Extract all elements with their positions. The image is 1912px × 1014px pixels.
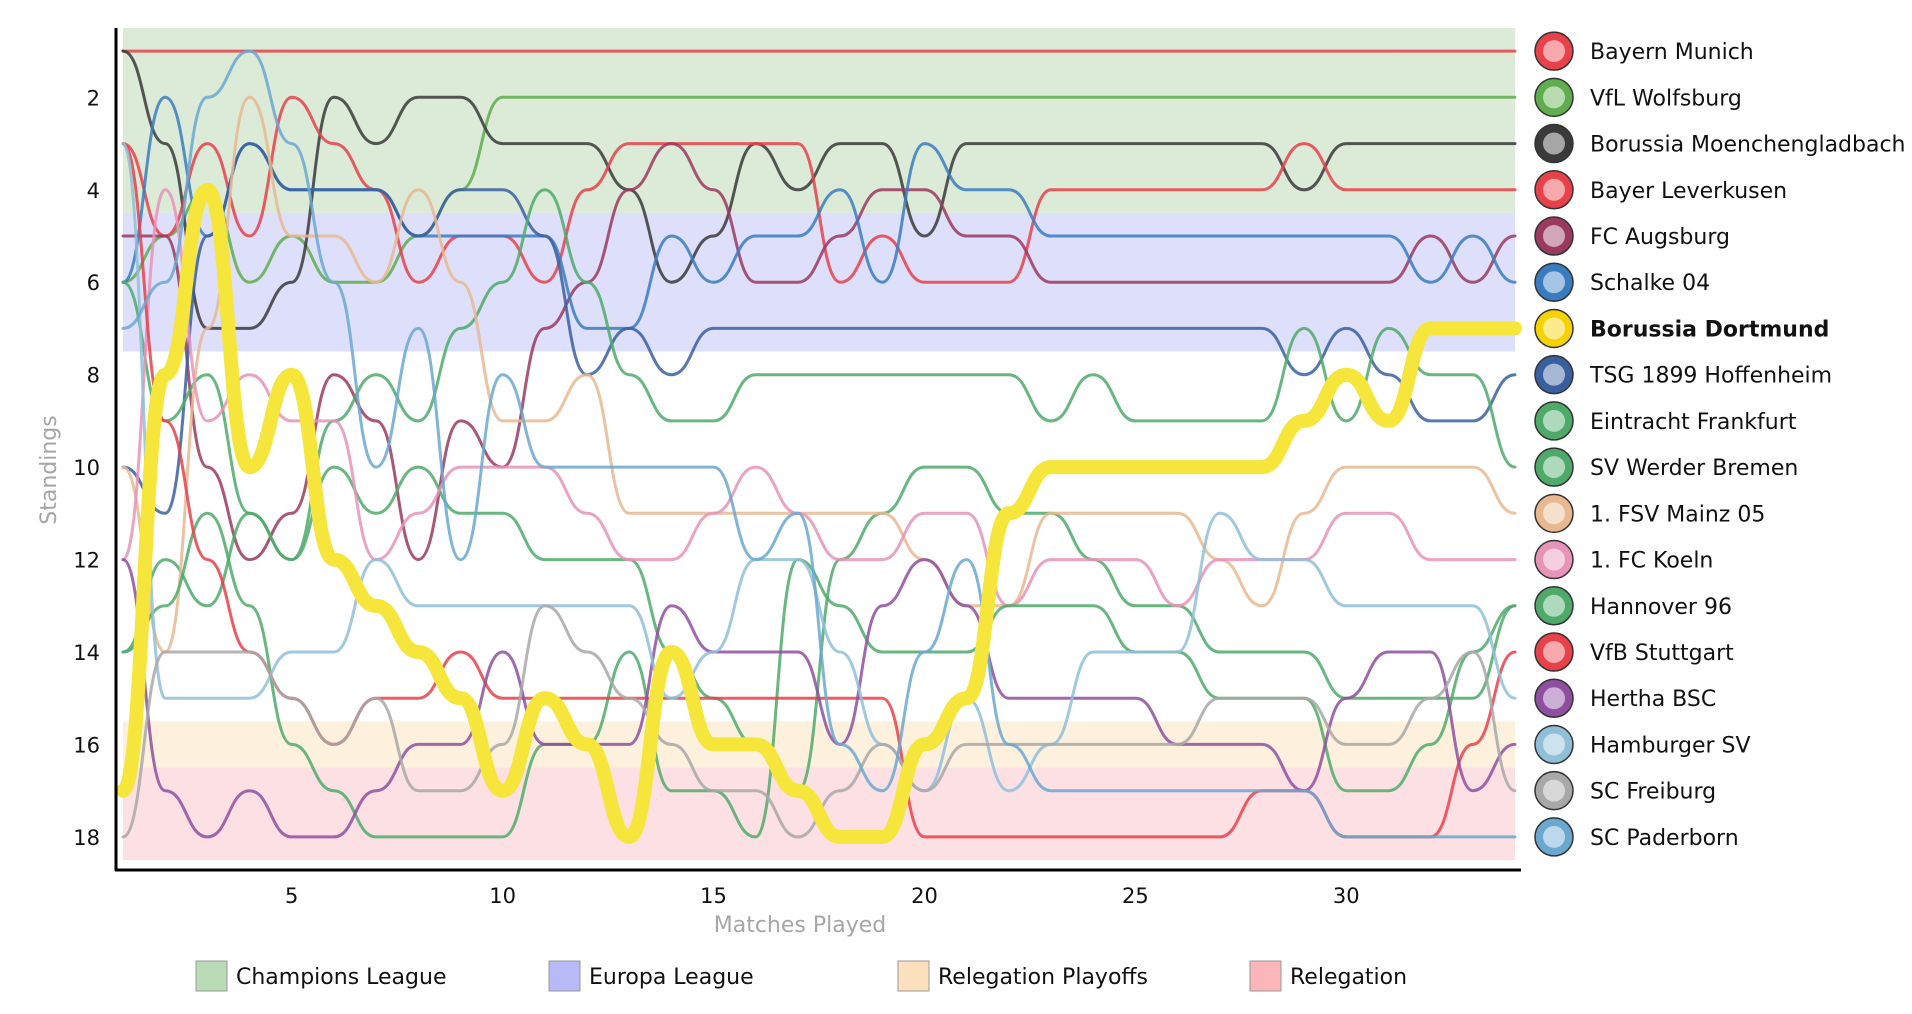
zone-legend-item-champions-league: Champions League	[195, 960, 446, 992]
tsg-1899-hoffenheim-logo	[1534, 354, 1574, 395]
axes-layer	[114, 28, 1521, 872]
y-tick-label: 18	[73, 826, 100, 850]
team-label-fc-augsburg: FC Augsburg	[1590, 225, 1730, 250]
team-label-sc-paderborn: SC Paderborn	[1590, 826, 1739, 851]
series-line-vfl-wolfsburg	[121, 95, 1517, 284]
x-tick-label: 15	[700, 884, 727, 908]
zone-legend-label: Champions League	[236, 965, 446, 990]
zone-legend-item-relegation-playoffs: Relegation Playoffs	[897, 960, 1148, 992]
series-line-borussia-moenchengladbach	[121, 49, 1517, 330]
y-tick-label: 8	[87, 364, 100, 388]
zone-legend-swatch	[897, 960, 930, 992]
series-line-1-fsv-mainz-05	[121, 95, 1517, 654]
ticks-layer: 2 4 6 8 10 12 14 16 18 5 10 15 20 25 30	[73, 86, 1359, 908]
borussia-moenchengladbach-logo	[1534, 123, 1574, 164]
series-line-hertha-bsc	[121, 558, 1517, 839]
team-label-vfl-wolfsburg: VfL Wolfsburg	[1590, 86, 1742, 111]
x-tick-label: 25	[1122, 884, 1149, 908]
eintracht-frankfurt-logo	[1534, 401, 1574, 441]
sv-werder-bremen-logo	[1534, 447, 1574, 487]
zones-layer	[123, 28, 1515, 860]
x-tick-label: 20	[911, 884, 938, 908]
series-line-borussia-dortmund	[116, 182, 1522, 844]
zone-legend-swatch	[1249, 960, 1282, 992]
sc-freiburg-logo	[1534, 770, 1574, 811]
zone-legend-swatch	[195, 960, 228, 992]
zone-legend-label: Relegation Playoffs	[938, 965, 1148, 990]
y-tick-label: 4	[87, 179, 100, 203]
x-tick-label: 5	[285, 884, 298, 908]
y-axis-title: Standings	[37, 415, 62, 524]
team-label-hertha-bsc: Hertha BSC	[1590, 687, 1716, 712]
hamburger-sv-logo	[1534, 724, 1574, 765]
team-legend: Bayern Munich VfL Wolfsburg Borussia Moenc…	[1534, 31, 1906, 857]
zone-legend-label: Europa League	[589, 965, 754, 990]
sc-paderborn-logo	[1534, 817, 1574, 857]
x-tick-label: 10	[489, 884, 516, 908]
team-label-borussia-dortmund: Borussia Dortmund	[1590, 317, 1829, 342]
y-tick-label: 14	[73, 641, 100, 665]
zone-legend-item-europa-league: Europa League	[548, 960, 754, 992]
zone-relegation-playoffs	[123, 721, 1515, 768]
zone-legend: Champions League Europa League Relegation …	[195, 960, 1407, 992]
fc-koeln-logo	[1534, 539, 1574, 580]
y-tick-label: 16	[73, 733, 100, 757]
zone-legend-swatch	[548, 960, 581, 992]
team-label-sc-freiburg: SC Freiburg	[1590, 780, 1716, 805]
team-label-hannover-96: Hannover 96	[1590, 595, 1732, 620]
team-label-bayern-munich: Bayern Munich	[1590, 40, 1754, 65]
vfb-stuttgart-logo	[1534, 632, 1574, 672]
zone-legend-item-relegation: Relegation	[1249, 960, 1407, 992]
x-tick-label: 30	[1333, 884, 1360, 908]
bayer-leverkusen-logo	[1534, 170, 1574, 210]
team-label-1-fc-koeln: 1. FC Koeln	[1590, 549, 1713, 574]
zone-legend-label: Relegation	[1290, 965, 1407, 990]
series-line-sc-paderborn	[121, 49, 1517, 839]
team-label-1-fsv-mainz-05: 1. FSV Mainz 05	[1590, 502, 1765, 527]
fc-augsburg-logo	[1534, 216, 1574, 256]
vfl-wolfsburg-logo	[1534, 77, 1574, 118]
fsv-mainz-05-logo	[1534, 493, 1574, 534]
series-line-eintracht-frankfurt	[121, 188, 1517, 562]
series-line-fc-augsburg	[121, 142, 1517, 562]
hertha-bsc-logo	[1534, 678, 1574, 718]
team-label-borussia-moenchengladbach: Borussia Moenchengladbach	[1590, 133, 1906, 158]
team-label-sv-werder-bremen: SV Werder Bremen	[1590, 456, 1798, 481]
team-label-schalke-04: Schalke 04	[1590, 271, 1710, 296]
team-label-vfb-stuttgart: VfB Stuttgart	[1590, 641, 1734, 666]
zone-champions-league	[123, 28, 1515, 213]
y-tick-label: 2	[87, 86, 100, 110]
hannover-96-logo	[1534, 586, 1574, 626]
schalke-04-logo	[1534, 262, 1574, 302]
y-tick-label: 6	[87, 271, 100, 295]
highlight-layer	[116, 182, 1522, 844]
bayern-munich-logo	[1534, 31, 1574, 71]
y-tick-label: 10	[73, 456, 100, 480]
series-line-bayer-leverkusen	[121, 95, 1517, 284]
y-tick-label: 12	[73, 549, 100, 573]
team-label-bayer-leverkusen: Bayer Leverkusen	[1590, 179, 1787, 204]
team-label-hamburger-sv: Hamburger SV	[1590, 733, 1751, 758]
team-label-tsg-1899-hoffenheim: TSG 1899 Hoffenheim	[1589, 364, 1832, 389]
borussia-dortmund-logo	[1534, 308, 1574, 349]
team-label-eintracht-frankfurt: Eintracht Frankfurt	[1590, 410, 1797, 435]
x-axis-title: Matches Played	[714, 913, 887, 938]
series-line-sc-freiburg	[121, 604, 1517, 839]
